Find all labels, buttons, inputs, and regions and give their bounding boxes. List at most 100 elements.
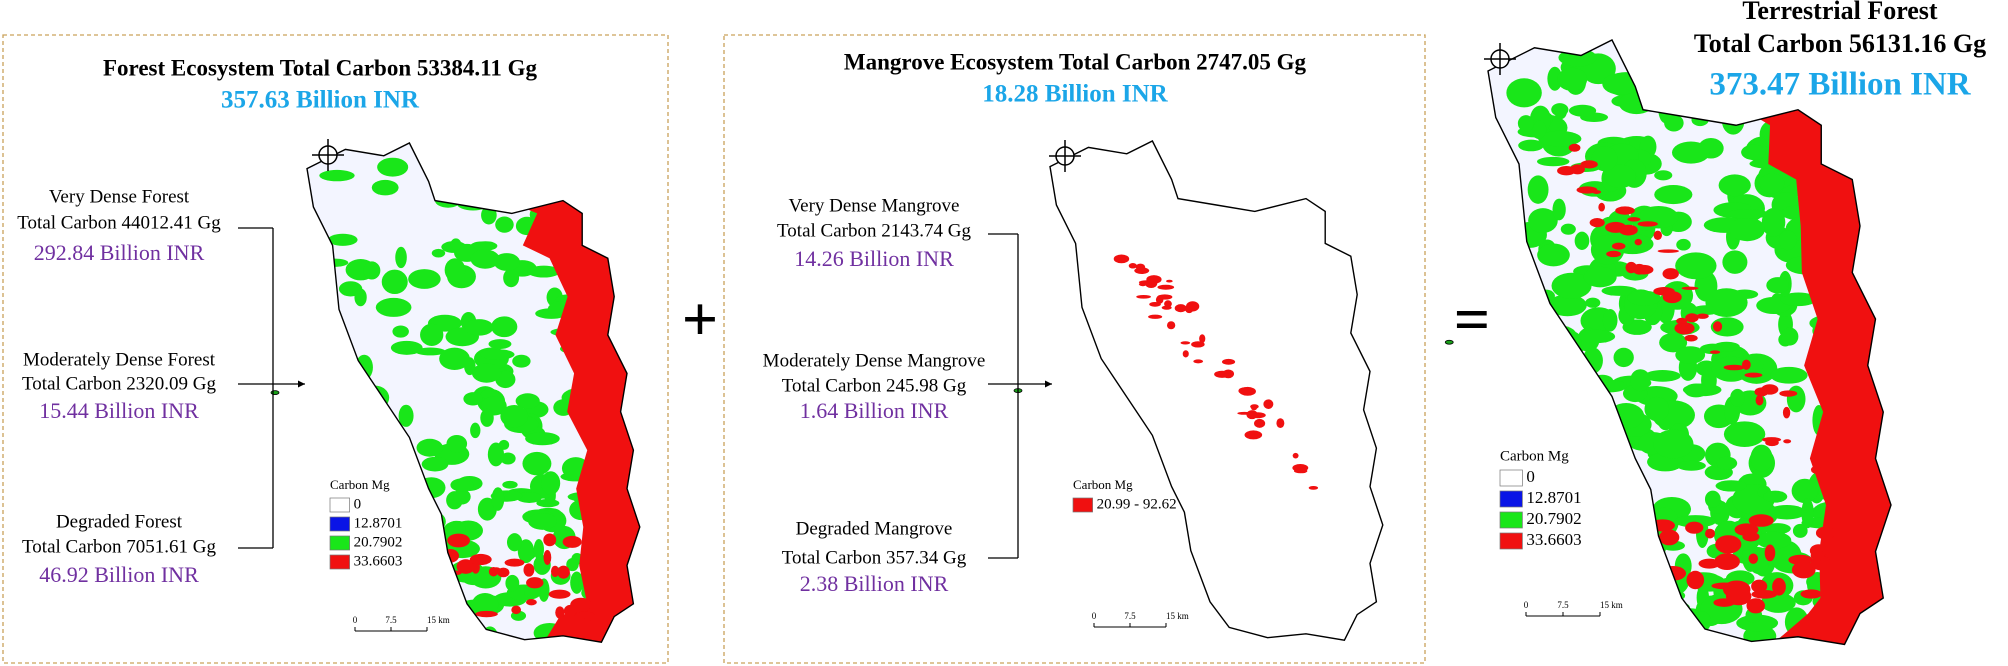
- forest-patch: [1631, 630, 1655, 641]
- dense-patch: [488, 566, 499, 577]
- mangrove-patch: [1605, 221, 1627, 233]
- mangrove-patch: [1222, 369, 1235, 379]
- dense-patch: [543, 533, 557, 547]
- forest-patch: [444, 258, 466, 282]
- forest-patch: [1581, 610, 1606, 636]
- legend-swatch: [1499, 469, 1523, 487]
- dense-patch: [1655, 596, 1681, 608]
- forest-patch: [1849, 164, 1891, 189]
- mangrove-patch: [1244, 430, 1263, 440]
- dense-patch: [1711, 582, 1738, 590]
- label: 2.38 Billion INR: [800, 571, 949, 596]
- mangrove-patch: [1191, 341, 1205, 348]
- forest-patch: [493, 253, 520, 271]
- forest-patch: [1763, 490, 1788, 503]
- label: +: [682, 284, 718, 355]
- forest-patch: [1780, 292, 1817, 307]
- forest-patch: [1713, 341, 1740, 352]
- arrow-head: [1045, 380, 1052, 388]
- forest-patch: [1557, 67, 1588, 92]
- forest-patch: [1640, 557, 1664, 570]
- forest-patch: [1645, 628, 1676, 645]
- mangrove-patch: [1182, 350, 1189, 358]
- mangrove-patch: [1653, 230, 1662, 241]
- forest-patch: [1658, 96, 1673, 124]
- mangrove-patch: [1632, 263, 1646, 275]
- forest-patch: [498, 439, 510, 450]
- dense-patch: [574, 611, 596, 619]
- forest-patch: [516, 177, 535, 186]
- mangrove-patch: [1568, 143, 1581, 152]
- mangrove-patch: [1634, 238, 1642, 246]
- forest-patch: [1837, 105, 1852, 134]
- forest-patch: [395, 607, 431, 620]
- label: Total Carbon 245.98 Gg: [782, 375, 967, 396]
- dense-patch: [1748, 553, 1759, 564]
- label: Forest Ecosystem Total Carbon 53384.11 G…: [103, 55, 538, 80]
- forest-patch: [1536, 156, 1570, 167]
- forest-patch: [416, 438, 444, 457]
- mangrove-patch: [1276, 418, 1285, 429]
- forest-patch: [1537, 243, 1570, 267]
- dense-patch: [1800, 589, 1822, 599]
- label: 7.5: [1124, 611, 1136, 621]
- dense-patch: [456, 559, 475, 574]
- forest-patch: [429, 574, 459, 585]
- label: 1.64 Billion INR: [800, 398, 949, 423]
- forest-patch: [517, 539, 535, 564]
- mangrove-patch: [1589, 218, 1605, 228]
- mangrove-patch: [1180, 341, 1191, 345]
- forest-patch: [1527, 175, 1549, 204]
- forest-patch: [464, 626, 487, 643]
- dense-patch: [504, 558, 525, 567]
- label: Total Carbon 357.34 Gg: [782, 547, 967, 568]
- dense-patch: [523, 563, 535, 577]
- dense-patch: [1751, 589, 1778, 599]
- forest-patch: [1543, 565, 1564, 594]
- forest-patch: [500, 452, 516, 465]
- forest-patch: [431, 248, 446, 258]
- forest-patch: [1654, 185, 1693, 205]
- label: 15.44 Billion INR: [39, 398, 199, 423]
- mangrove-patch: [1174, 304, 1187, 313]
- label: 14.26 Billion INR: [794, 246, 954, 271]
- forest-patch: [1851, 149, 1865, 167]
- mangrove-patch: [1761, 437, 1782, 443]
- forest-patch: [1869, 355, 1891, 378]
- forest-patch: [1557, 414, 1590, 428]
- forest-patch: [446, 434, 468, 453]
- forest-patch: [1729, 217, 1765, 242]
- mangrove-patch: [1615, 206, 1635, 215]
- mangrove-patch: [1138, 282, 1147, 287]
- label: Mangrove Ecosystem Total Carbon 2747.05 …: [844, 49, 1307, 74]
- forest-patch: [617, 293, 640, 318]
- forest-patch: [1684, 383, 1708, 398]
- label: Very Dense Mangrove: [789, 195, 960, 216]
- mangrove-patch: [1779, 390, 1798, 397]
- forest-patch: [461, 625, 487, 643]
- forest-patch: [1770, 366, 1808, 384]
- forest-patch: [1835, 127, 1861, 153]
- map: [307, 143, 640, 643]
- forest-patch: [1715, 480, 1747, 492]
- forest-patch: [1536, 628, 1573, 645]
- forest-patch: [1560, 619, 1580, 641]
- forest-patch: [1601, 285, 1638, 296]
- dense-patch: [469, 553, 492, 566]
- mangrove-patch: [1113, 254, 1130, 264]
- forest-patch: [462, 629, 484, 643]
- forest-patch: [439, 347, 470, 371]
- mangrove-patch: [1709, 350, 1721, 354]
- forest-patch: [1781, 327, 1799, 346]
- mangrove-patch: [1157, 284, 1175, 290]
- mangrove-patch: [1128, 263, 1137, 269]
- forest-patch: [1590, 234, 1625, 265]
- forest-patch: [1510, 554, 1547, 572]
- forest-patch: [1644, 396, 1670, 422]
- forest-patch: [629, 275, 640, 299]
- forest-patch: [453, 488, 471, 505]
- forest-patch: [1630, 369, 1651, 392]
- dense-patch: [453, 603, 469, 613]
- forest-patch: [1730, 388, 1745, 407]
- mangrove-patch: [1712, 321, 1723, 332]
